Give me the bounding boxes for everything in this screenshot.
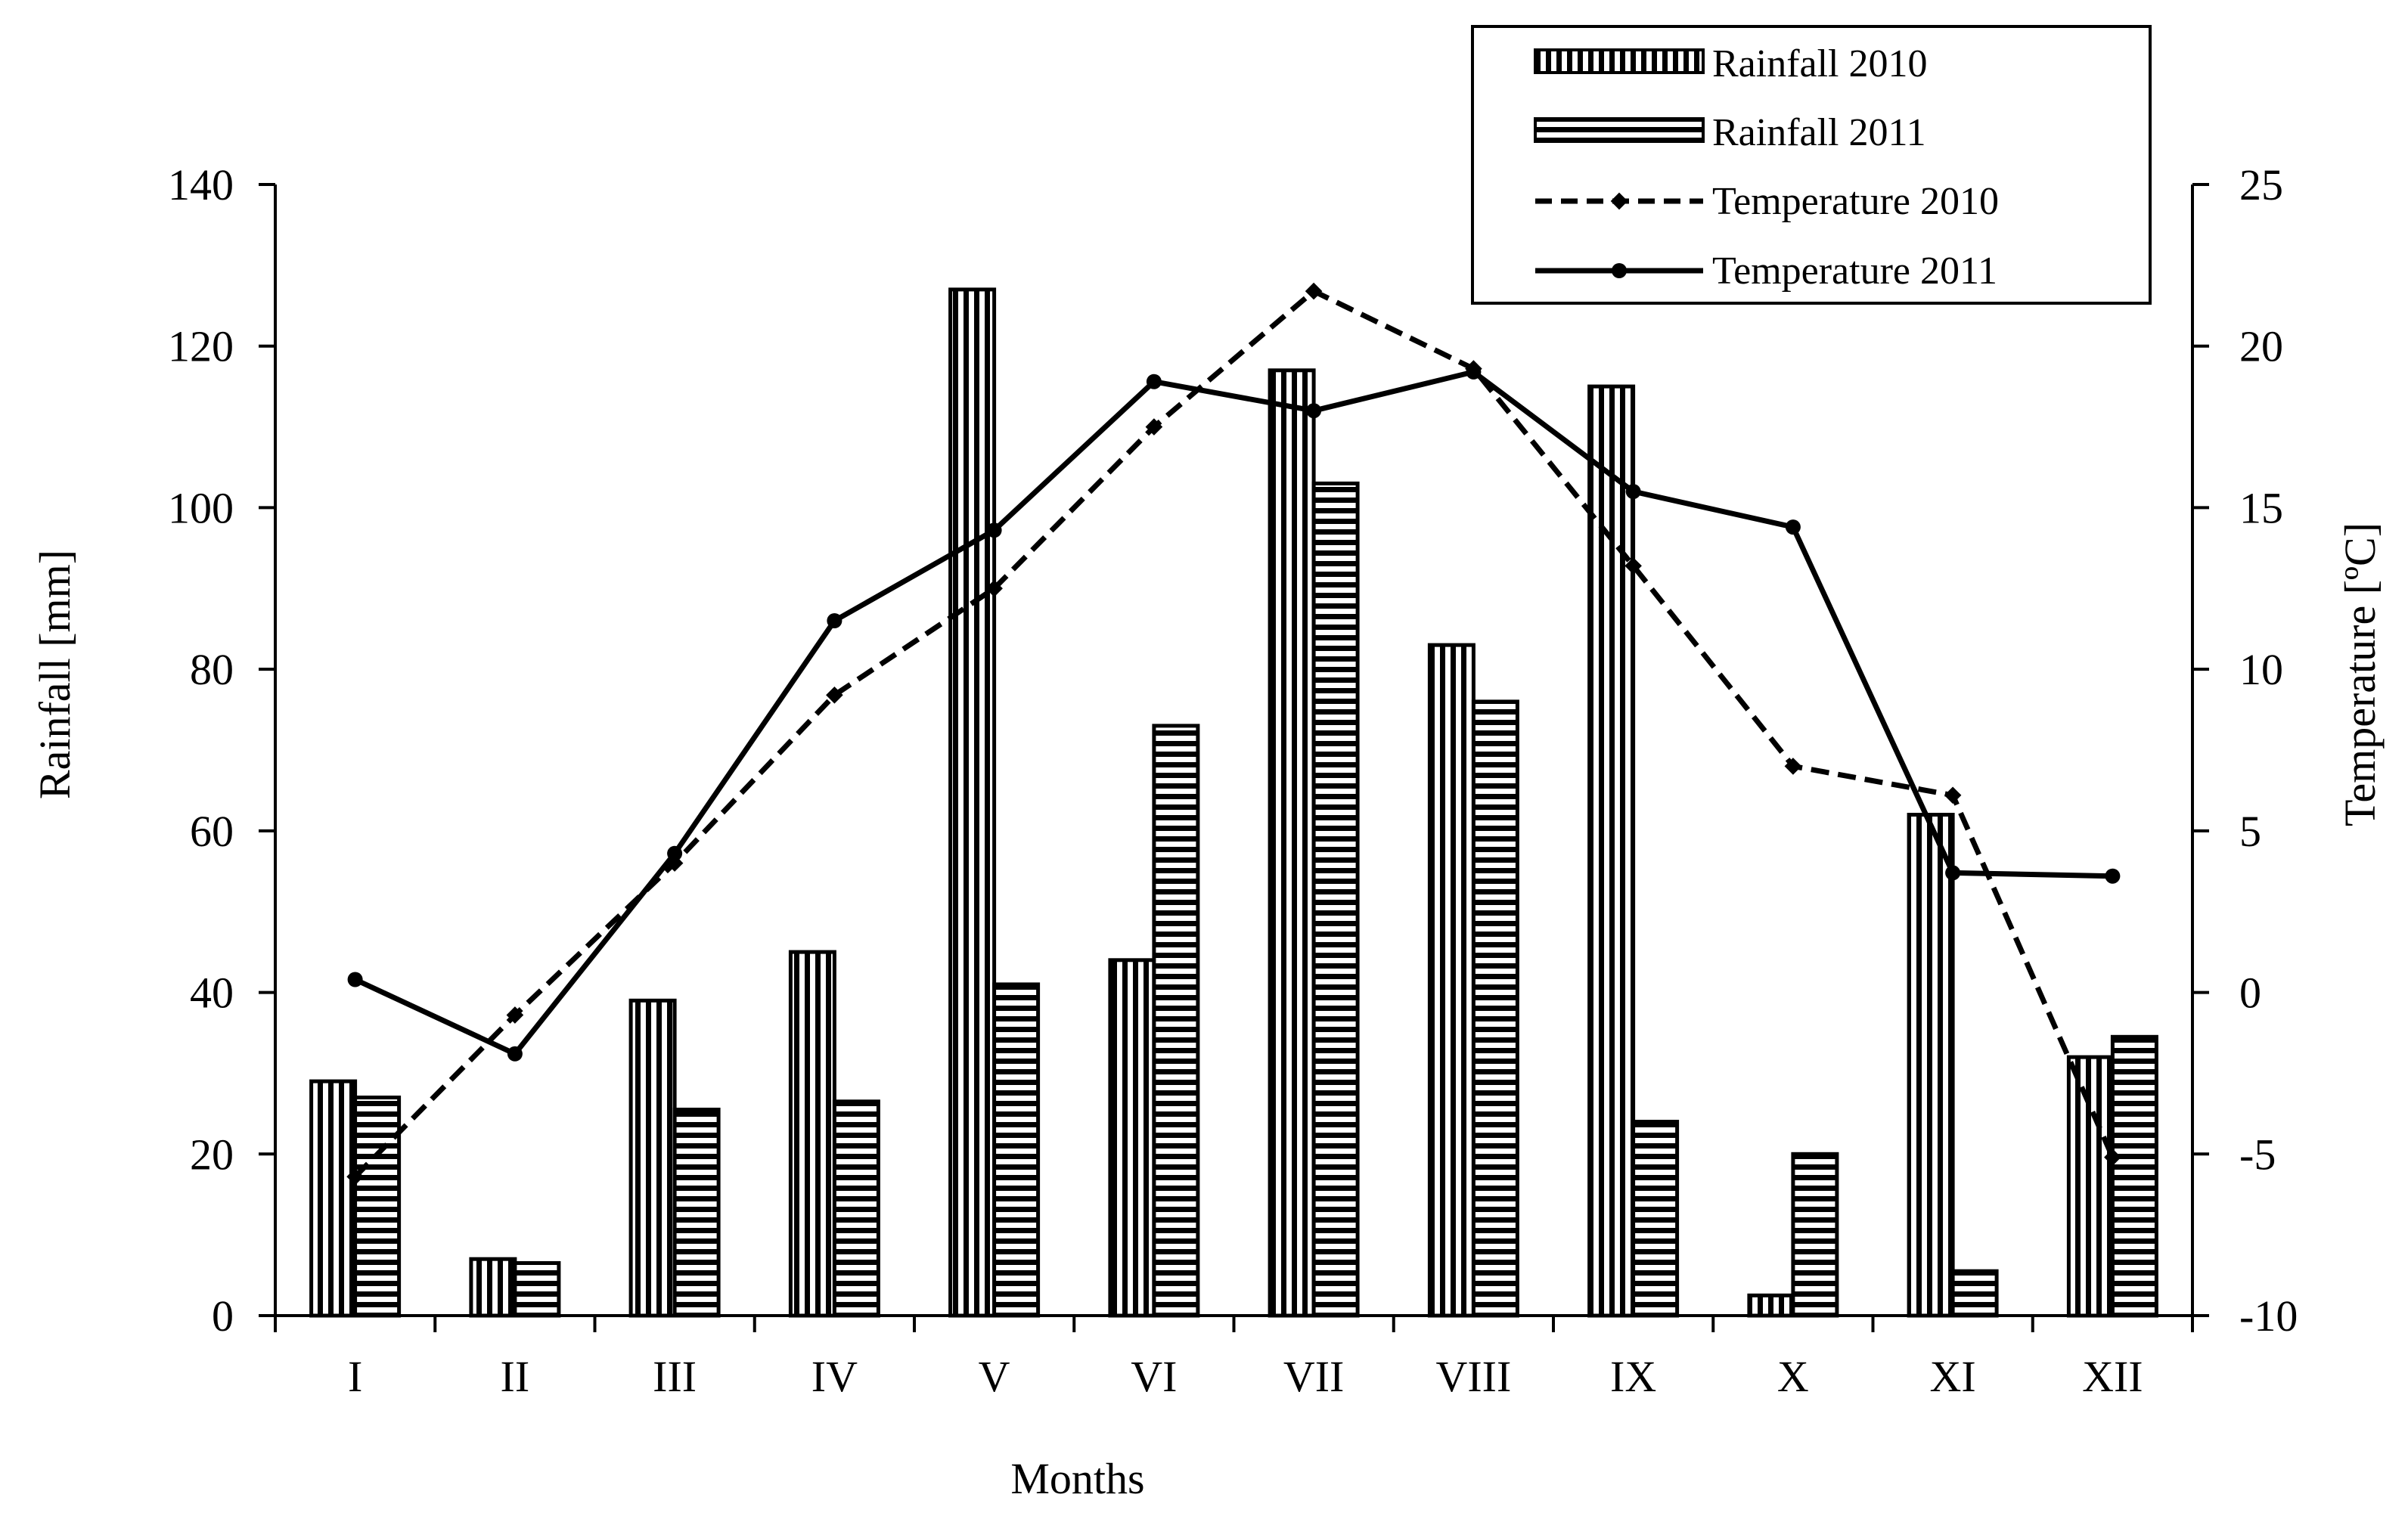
y2-tick-label: 25 [2239,160,2283,209]
line-temperature-2010 [353,288,2115,1179]
bar-rainfall-2011-iii [672,1108,721,1318]
bar-rainfall-2011-xi [1950,1269,1999,1318]
y-tick-label: 120 [168,322,234,371]
point-temperature-2011-ix [1625,484,1641,500]
legend-marker-circle [1612,263,1627,278]
bar-rainfall-2010-iii [628,998,677,1318]
point-temperature-2011-x [1785,519,1801,535]
bar-rainfall-2011-vii [1311,481,1360,1318]
bar-rainfall-2011-iv [832,1099,880,1318]
y-tick-label: 40 [190,969,234,1018]
bar-rainfall-2011-i [353,1096,402,1318]
point-temperature-2011-vii [1306,403,1322,419]
legend-label: Rainfall 2010 [1712,42,1928,85]
x-tick-label: XI [1930,1352,1976,1401]
bar-rainfall-2011-x [1791,1152,1839,1318]
legend-item-rainfall-2011: Rainfall 2011 [1534,111,1926,154]
x-tick-label: I [348,1352,362,1401]
bar-rainfall-2010-xii [2066,1055,2115,1318]
point-temperature-2010-xii [2104,1149,2121,1166]
line-temperature-2011 [354,369,2113,1057]
bar-rainfall-2010-vii [1268,368,1316,1318]
bar-rainfall-2010-viii [1427,643,1476,1318]
bar-rainfall-2010-vi [1108,958,1156,1318]
y-tick-label: 0 [212,1291,234,1341]
y2-tick-label: 10 [2239,645,2283,694]
point-temperature-2010-ii [506,1006,524,1024]
y2-tick-label: 20 [2239,322,2283,371]
x-tick-label: XII [2082,1352,2143,1401]
bar-rainfall-2011-xii [2110,1034,2158,1318]
point-temperature-2010-x [1784,758,1802,775]
legend-item-temperature-2010: Temperature 2010 [1535,180,1999,223]
bar-rainfall-2010-i [309,1079,358,1318]
x-tick-label: X [1777,1352,1809,1401]
y2-axis-title: Temperature [ºC] [2335,522,2385,826]
bar-rainfall-2010-x [1747,1293,1795,1318]
y2-tick-label: -5 [2239,1130,2276,1179]
legend-label: Temperature 2011 [1712,250,1997,293]
x-tick-label: VIII [1435,1352,1511,1401]
point-temperature-2010-iv [826,686,843,704]
bar-rainfall-2010-v [948,287,997,1318]
legend-label: Rainfall 2011 [1712,111,1926,154]
bar-rainfall-2011-viii [1471,699,1519,1318]
bar-rainfall-2010-ix [1587,384,1636,1318]
point-temperature-2010-vii [1305,282,1323,300]
y-tick-label: 20 [190,1130,234,1179]
y-tick-label: 60 [190,807,234,856]
legend-swatch-horizontal-stripes [1534,117,1705,143]
point-temperature-2011-xii [2105,868,2121,884]
bar-rainfall-2011-ii [513,1261,561,1318]
y2-tick-label: -10 [2239,1291,2298,1341]
point-temperature-2011-iii [667,845,683,861]
y2-tick-label: 0 [2239,969,2261,1018]
x-tick-label: IX [1610,1352,1656,1401]
legend-item-temperature-2011: Temperature 2011 [1535,250,1997,293]
y-tick-label: 140 [168,160,234,209]
y-tick-label: 100 [168,483,234,532]
point-temperature-2010-ix [1624,557,1642,575]
point-temperature-2010-xi [1944,786,1962,804]
bar-rainfall-2010-xi [1907,813,1955,1318]
legend: Rainfall 2010 Rainfall 2011 Temperature … [1471,25,2152,305]
legend-marker-diamond [1610,192,1628,210]
x-tick-label: V [979,1352,1010,1401]
point-temperature-2011-v [986,522,1002,538]
x-tick-label: II [501,1352,530,1401]
point-temperature-2010-vi [1145,418,1163,436]
point-temperature-2011-xi [1945,865,1961,881]
point-temperature-2011-iv [827,613,842,628]
y-axis-title: Rainfall [mm] [30,550,79,799]
point-temperature-2010-i [346,1167,364,1186]
bar-rainfall-2011-ix [1631,1120,1680,1318]
bar-rainfall-2011-v [992,982,1041,1318]
y2-tick-label: 5 [2239,807,2261,856]
x-tick-label: IV [811,1352,858,1401]
legend-swatch-vertical-stripes [1534,48,1705,74]
point-temperature-2010-v [985,579,1003,597]
point-temperature-2011-viii [1466,364,1482,380]
legend-label: Temperature 2010 [1712,180,1999,223]
x-tick-label: VI [1131,1352,1177,1401]
bar-rainfall-2011-vi [1152,724,1200,1318]
point-temperature-2011-ii [507,1046,523,1062]
point-temperature-2011-vi [1146,374,1162,389]
bar-rainfall-2010-iv [788,950,836,1318]
y2-tick-label: 15 [2239,483,2283,532]
point-temperature-2011-i [347,972,363,987]
legend-item-rainfall-2010: Rainfall 2010 [1534,42,1928,85]
x-tick-label: VII [1283,1352,1345,1401]
bar-rainfall-2010-ii [469,1257,517,1318]
x-tick-label: III [653,1352,697,1401]
x-axis-title: Months [1010,1454,1144,1503]
y-tick-label: 80 [190,645,234,694]
